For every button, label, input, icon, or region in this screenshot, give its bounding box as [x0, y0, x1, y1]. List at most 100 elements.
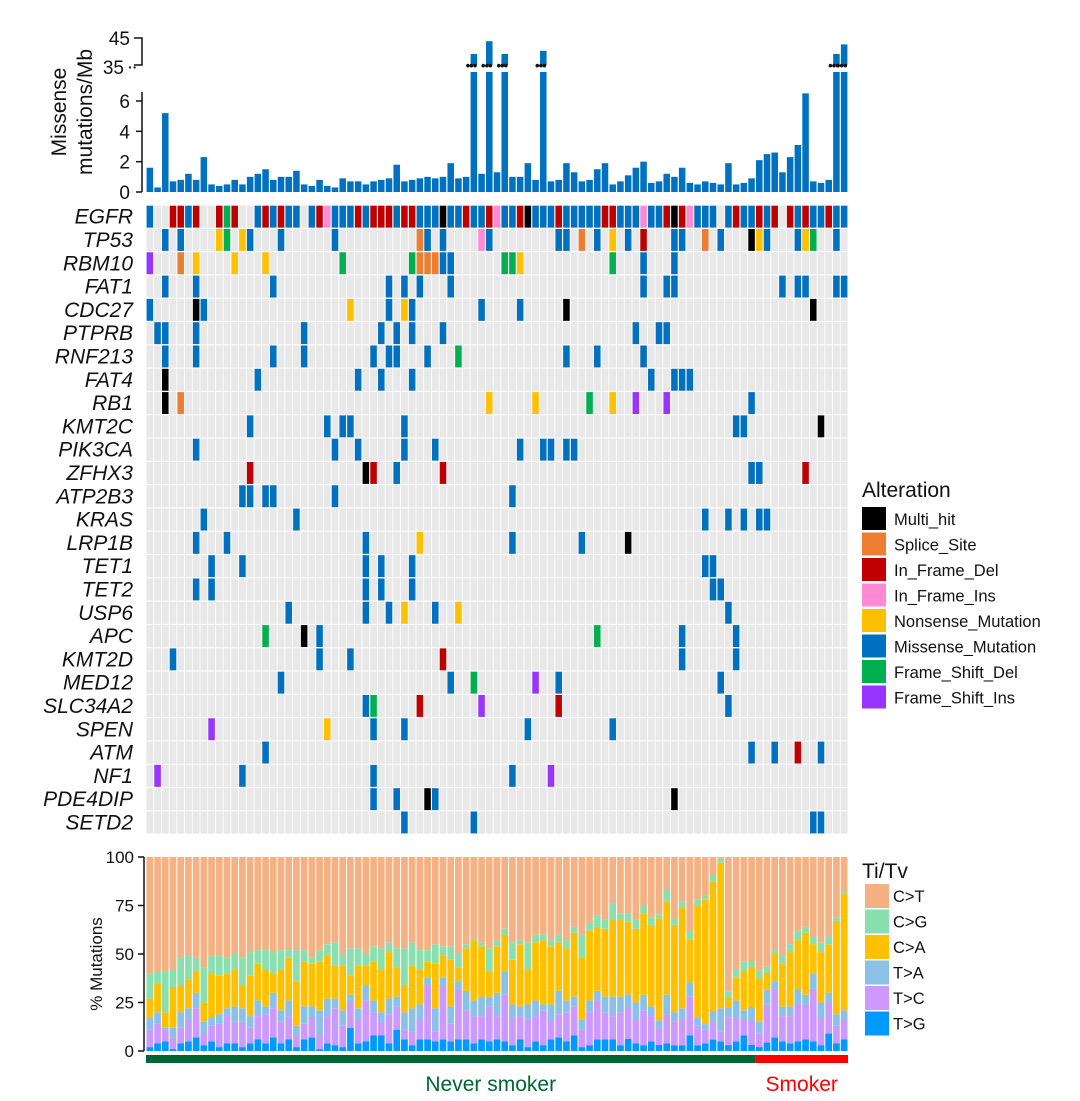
- titv-legend-swatch: [865, 884, 889, 908]
- oncoplot-cell-empty: [709, 322, 717, 345]
- oncoplot-cell-empty: [524, 601, 532, 624]
- oncoplot-cell-empty: [169, 555, 177, 578]
- oncoplot-cell-empty: [562, 368, 570, 391]
- oncoplot-cell-empty: [370, 298, 378, 321]
- oncoplot-cell-empty: [802, 485, 810, 508]
- titv-bar-segment: [478, 942, 485, 947]
- oncoplot-cell-empty: [424, 601, 432, 624]
- titv-bar-segment: [393, 996, 401, 1007]
- oncoplot-cell-empty: [724, 322, 732, 345]
- titv-bar-segment: [377, 948, 385, 970]
- titv-bar-segment: [701, 1024, 709, 1030]
- oncoplot-cell-empty: [778, 438, 786, 461]
- oncoplot-cell-alteration: [663, 205, 670, 228]
- titv-bar-segment: [239, 957, 246, 986]
- oncoplot-cell-alteration: [162, 229, 169, 251]
- oncoplot-cell-alteration: [540, 205, 547, 228]
- oncoplot-cell-empty: [663, 764, 671, 787]
- oncoplot-cell-empty: [447, 508, 455, 531]
- oncoplot-cell-alteration: [794, 275, 802, 298]
- oncoplot-cell-empty: [678, 322, 686, 345]
- oncoplot-cell-empty: [308, 275, 316, 298]
- oncoplot-cell-empty: [717, 741, 725, 764]
- oncoplot-cell-empty: [346, 368, 354, 391]
- oncoplot-cell-empty: [655, 531, 663, 554]
- oncoplot-cell-empty: [431, 461, 439, 485]
- gene-label: RB1: [92, 392, 133, 415]
- oncoplot-cell-empty: [701, 322, 709, 345]
- oncoplot-cell-alteration: [270, 345, 277, 368]
- titv-bar-segment: [408, 1045, 416, 1051]
- oncoplot-cell-empty: [825, 788, 833, 811]
- titv-bar-segment: [246, 1016, 254, 1028]
- titv-bar-segment: [385, 942, 393, 953]
- oncoplot-cell-alteration: [192, 438, 200, 461]
- oncoplot-cell-empty: [223, 741, 231, 764]
- titv-bar-segment: [447, 1006, 455, 1024]
- oncoplot-cell-empty: [632, 531, 640, 554]
- oncoplot-cell-empty: [794, 298, 802, 321]
- titv-legend-swatch: [865, 960, 889, 985]
- oncoplot-cell-empty: [478, 322, 486, 345]
- oncoplot-cell-empty: [663, 508, 671, 531]
- oncoplot-cell-empty: [339, 601, 347, 624]
- oncoplot-cell-alteration: [416, 275, 424, 298]
- titv-bar-segment: [370, 857, 377, 947]
- oncoplot-cell-empty: [362, 648, 370, 671]
- oncoplot-cell-empty: [802, 368, 810, 391]
- oncoplot-cell-empty: [640, 624, 648, 648]
- tmb-bar: [339, 178, 346, 192]
- oncoplot-cell-empty: [601, 228, 609, 252]
- titv-bar-segment: [277, 1021, 285, 1044]
- oncoplot-cell-empty: [308, 531, 316, 554]
- oncoplot-cell-alteration: [192, 252, 200, 275]
- oncoplot-cell-empty: [215, 485, 223, 508]
- oncoplot-cell-empty: [316, 764, 324, 787]
- oncoplot-cell-empty: [832, 531, 840, 554]
- titv-bar-segment: [493, 1016, 501, 1040]
- oncoplot-cell-alteration: [578, 531, 586, 554]
- oncoplot-cell-empty: [431, 485, 439, 508]
- titv-bar-segment: [262, 1014, 269, 1044]
- oncoplot-cell-alteration: [524, 718, 532, 741]
- oncoplot-cell-empty: [717, 298, 725, 321]
- titv-bar-segment: [239, 857, 246, 958]
- oncoplot-cell-empty: [609, 648, 617, 671]
- oncoplot-cell-empty: [724, 345, 732, 368]
- oncoplot-cell-empty: [262, 415, 270, 438]
- oncoplot-cell-empty: [809, 391, 817, 415]
- oncoplot-cell-empty: [470, 345, 478, 368]
- oncoplot-cell-alteration: [262, 741, 269, 764]
- titv-bar-segment: [809, 973, 817, 989]
- oncoplot-cell-empty: [532, 508, 540, 531]
- oncoplot-cell-empty: [647, 438, 655, 461]
- oncoplot-cell-empty: [555, 601, 563, 624]
- oncoplot-cell-empty: [825, 624, 833, 648]
- oncoplot-cell-empty: [238, 578, 246, 601]
- oncoplot-cell-empty: [393, 555, 401, 578]
- gene-label: EGFR: [75, 206, 133, 229]
- oncoplot-cell-empty: [786, 252, 794, 275]
- oncoplot-cell-empty: [146, 578, 154, 601]
- titv-bar-segment: [817, 1018, 825, 1046]
- oncoplot-cell-empty: [462, 345, 470, 368]
- titv-bar-segment: [740, 971, 748, 1011]
- oncoplot-cell-empty: [223, 345, 231, 368]
- oncoplot-cell-empty: [346, 438, 354, 461]
- oncoplot-cell-empty: [184, 811, 192, 834]
- titv-bar-segment: [339, 954, 347, 966]
- oncoplot-cell-empty: [516, 228, 524, 252]
- tmb-tick-label: 2: [119, 153, 130, 174]
- oncoplot-cell-empty: [624, 438, 632, 461]
- oncoplot-cell-empty: [701, 624, 709, 648]
- oncoplot-cell-empty: [586, 601, 594, 624]
- oncoplot-cell-alteration: [663, 275, 670, 298]
- oncoplot-cell-empty: [755, 764, 763, 787]
- oncoplot-cell-empty: [501, 345, 509, 368]
- oncoplot-cell-empty: [601, 415, 609, 438]
- oncoplot-cell-empty: [809, 671, 817, 694]
- oncoplot-cell-empty: [840, 764, 848, 787]
- oncoplot-cell-empty: [400, 531, 408, 554]
- oncoplot-cell-empty: [416, 671, 424, 694]
- oncoplot-cell-empty: [794, 461, 802, 485]
